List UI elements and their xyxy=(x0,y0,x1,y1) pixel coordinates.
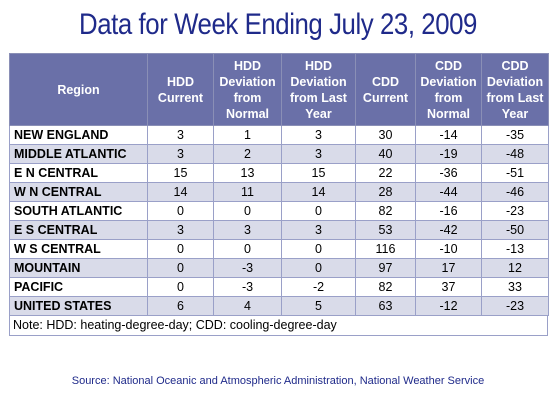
table-row: UNITED STATES 6 4 5 63 -12 -23 xyxy=(9,296,549,316)
value-cell: 82 xyxy=(355,201,416,221)
value-cell: 82 xyxy=(355,277,416,297)
value-cell: 3 xyxy=(213,220,282,240)
value-cell: -19 xyxy=(415,144,482,164)
col-header-cdd-current: CDD Current xyxy=(355,53,416,126)
value-cell: -36 xyxy=(415,163,482,183)
region-cell: MIDDLE ATLANTIC xyxy=(9,144,148,164)
page-title: Data for Week Ending July 23, 2009 xyxy=(79,8,477,41)
value-cell: 0 xyxy=(147,239,214,259)
value-cell: 28 xyxy=(355,182,416,202)
weather-data-table-container: Region HDD Current HDD Deviation from No… xyxy=(9,53,549,336)
region-cell: E S CENTRAL xyxy=(9,220,148,240)
table-row: PACIFIC 0 -3 -2 82 37 33 xyxy=(9,277,549,297)
table-header-row: Region HDD Current HDD Deviation from No… xyxy=(9,53,549,126)
source-credit: Source: National Oceanic and Atmospheric… xyxy=(71,375,485,387)
value-cell: -2 xyxy=(281,277,356,297)
value-cell: -14 xyxy=(415,125,482,145)
value-cell: -23 xyxy=(481,296,549,316)
region-cell: W S CENTRAL xyxy=(9,239,148,259)
value-cell: 3 xyxy=(147,220,214,240)
value-cell: 14 xyxy=(281,182,356,202)
value-cell: -48 xyxy=(481,144,549,164)
region-cell: NEW ENGLAND xyxy=(9,125,148,145)
table-row: MIDDLE ATLANTIC 3 2 3 40 -19 -48 xyxy=(9,144,549,164)
value-cell: 116 xyxy=(355,239,416,259)
value-cell: 33 xyxy=(481,277,549,297)
value-cell: 22 xyxy=(355,163,416,183)
value-cell: 13 xyxy=(213,163,282,183)
value-cell: 97 xyxy=(355,258,416,278)
value-cell: 2 xyxy=(213,144,282,164)
table-row: SOUTH ATLANTIC 0 0 0 82 -16 -23 xyxy=(9,201,549,221)
col-header-cdd-dev-normal: CDD Deviation from Normal xyxy=(415,53,482,126)
value-cell: 0 xyxy=(147,277,214,297)
table-row: E N CENTRAL 15 13 15 22 -36 -51 xyxy=(9,163,549,183)
value-cell: 0 xyxy=(281,239,356,259)
value-cell: 37 xyxy=(415,277,482,297)
value-cell: 11 xyxy=(213,182,282,202)
value-cell: -35 xyxy=(481,125,549,145)
value-cell: 0 xyxy=(147,201,214,221)
value-cell: 53 xyxy=(355,220,416,240)
region-cell: PACIFIC xyxy=(9,277,148,297)
value-cell: 0 xyxy=(213,239,282,259)
value-cell: -12 xyxy=(415,296,482,316)
value-cell: 30 xyxy=(355,125,416,145)
region-cell: E N CENTRAL xyxy=(9,163,148,183)
value-cell: 0 xyxy=(213,201,282,221)
value-cell: 5 xyxy=(281,296,356,316)
value-cell: 6 xyxy=(147,296,214,316)
value-cell: 0 xyxy=(147,258,214,278)
region-cell: SOUTH ATLANTIC xyxy=(9,201,148,221)
value-cell: 3 xyxy=(147,125,214,145)
value-cell: 63 xyxy=(355,296,416,316)
value-cell: -51 xyxy=(481,163,549,183)
value-cell: -42 xyxy=(415,220,482,240)
table-row: W S CENTRAL 0 0 0 116 -10 -13 xyxy=(9,239,549,259)
value-cell: -46 xyxy=(481,182,549,202)
table-body: NEW ENGLAND 3 1 3 30 -14 -35 MIDDLE ATLANTIC 3 2 3… xyxy=(9,125,549,316)
degree-day-table: Region HDD Current HDD Deviation from No… xyxy=(9,53,549,316)
col-header-region: Region xyxy=(9,53,148,126)
region-cell: W N CENTRAL xyxy=(9,182,148,202)
table-row: E S CENTRAL 3 3 3 53 -42 -50 xyxy=(9,220,549,240)
table-row: NEW ENGLAND 3 1 3 30 -14 -35 xyxy=(9,125,549,145)
table-note: Note: HDD: heating-degree-day; CDD: cool… xyxy=(9,316,548,336)
value-cell: 12 xyxy=(481,258,549,278)
col-header-cdd-dev-last-year: CDD Deviation from Last Year xyxy=(481,53,549,126)
value-cell: 15 xyxy=(147,163,214,183)
value-cell: -23 xyxy=(481,201,549,221)
value-cell: 0 xyxy=(281,258,356,278)
value-cell: -44 xyxy=(415,182,482,202)
value-cell: 14 xyxy=(147,182,214,202)
value-cell: -3 xyxy=(213,277,282,297)
value-cell: 4 xyxy=(213,296,282,316)
value-cell: -16 xyxy=(415,201,482,221)
region-cell: MOUNTAIN xyxy=(9,258,148,278)
value-cell: 17 xyxy=(415,258,482,278)
value-cell: 1 xyxy=(213,125,282,145)
col-header-hdd-dev-normal: HDD Deviation from Normal xyxy=(213,53,282,126)
value-cell: 3 xyxy=(281,125,356,145)
value-cell: -3 xyxy=(213,258,282,278)
value-cell: 40 xyxy=(355,144,416,164)
table-row: W N CENTRAL 14 11 14 28 -44 -46 xyxy=(9,182,549,202)
col-header-hdd-dev-last-year: HDD Deviation from Last Year xyxy=(281,53,356,126)
value-cell: 3 xyxy=(147,144,214,164)
value-cell: -13 xyxy=(481,239,549,259)
value-cell: -50 xyxy=(481,220,549,240)
table-row: MOUNTAIN 0 -3 0 97 17 12 xyxy=(9,258,549,278)
value-cell: 15 xyxy=(281,163,356,183)
value-cell: 3 xyxy=(281,144,356,164)
value-cell: 3 xyxy=(281,220,356,240)
col-header-hdd-current: HDD Current xyxy=(147,53,214,126)
value-cell: -10 xyxy=(415,239,482,259)
region-cell: UNITED STATES xyxy=(9,296,148,316)
value-cell: 0 xyxy=(281,201,356,221)
